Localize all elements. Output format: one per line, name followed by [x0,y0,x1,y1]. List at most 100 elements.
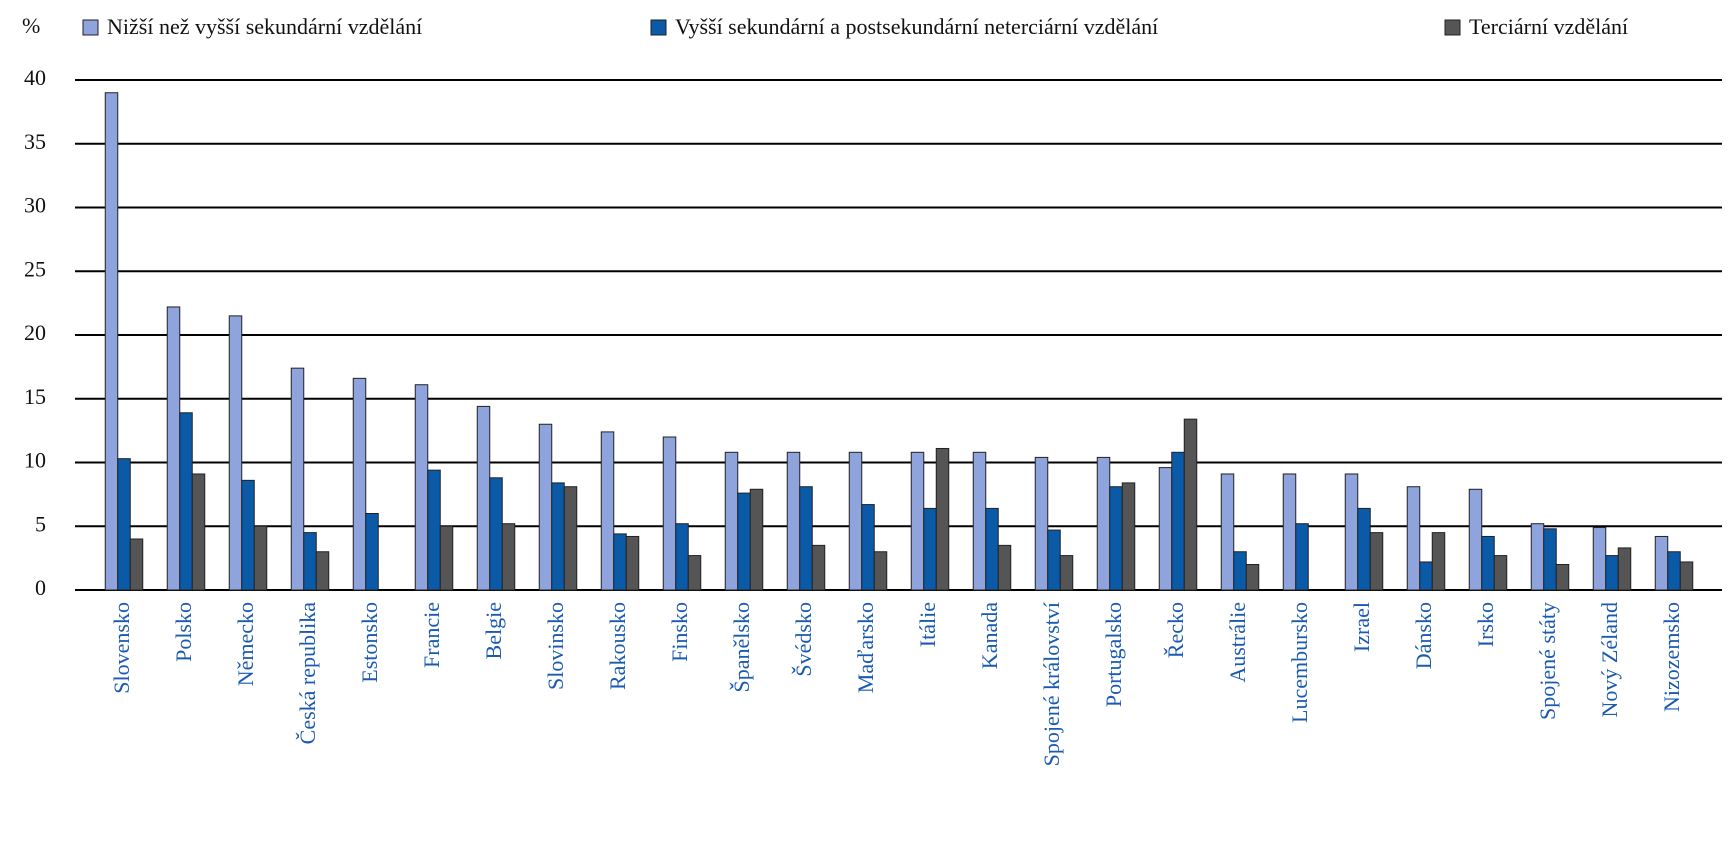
x-tick-label: Irsko [1473,602,1498,647]
x-tick-label: Česká republika [295,602,320,745]
bar [1493,555,1508,591]
bar [1543,528,1557,591]
bar [439,525,454,591]
bar [910,451,925,591]
bar [1171,451,1185,591]
bar [1121,482,1136,591]
bar [1096,456,1111,591]
y-axis-label: % [22,13,40,38]
bar [228,315,243,591]
y-tick-label: 15 [24,384,46,409]
bar [861,504,875,591]
x-tick-label: Finsko [667,602,692,662]
legend-swatch [82,19,99,36]
bar [724,451,739,591]
x-tick-label: Izrael [1349,602,1374,652]
bar [117,458,131,591]
bar [848,451,863,591]
x-tick-label: Portugalsko [1101,602,1126,707]
x-tick-label: Rakousko [605,602,630,690]
bar [625,535,640,591]
bar [365,513,379,591]
x-tick-label: Maďarsko [853,602,878,693]
y-tick-label: 5 [35,511,46,536]
y-tick-label: 10 [24,448,46,473]
bar [489,477,503,591]
bar [253,525,268,591]
bar [1369,532,1384,591]
bar [1654,535,1669,591]
x-tick-label: Řecko [1163,602,1188,658]
bar [427,469,441,591]
bar [414,384,429,591]
x-tick-label: Německo [233,602,258,686]
bar [1344,473,1359,591]
bar [985,507,999,591]
bar [191,473,206,591]
bar [303,532,317,591]
bar [1406,486,1421,591]
legend-label: Nižší než vyšší sekundární vzdělání [107,14,422,39]
x-tick-label: Španělsko [729,602,754,692]
bar [1605,555,1619,591]
bar [315,551,330,591]
bar [501,523,516,591]
bar [1047,529,1061,591]
bar [923,507,937,591]
x-tick-label: Slovensko [109,602,134,694]
bar [563,486,578,591]
x-tick-label: Dánsko [1411,602,1436,669]
bar [997,544,1012,591]
bar [662,436,677,591]
bar [675,523,689,591]
bar [1220,473,1235,591]
bar [179,412,193,591]
y-tick-label: 30 [24,193,46,218]
bar [799,486,813,591]
x-tick-label: Estonsko [357,602,382,683]
bar [972,451,987,591]
bar [786,451,801,591]
bar [935,447,950,591]
y-tick-label: 40 [24,65,46,90]
bar [1245,564,1260,591]
bar [1295,523,1309,591]
y-tick-label: 0 [35,575,46,600]
bar [1282,473,1297,591]
bar [551,482,565,591]
x-tick-label: Slovinsko [543,602,568,690]
bar [737,492,751,591]
bar [1679,561,1694,591]
legend-swatch [1444,19,1461,36]
bar [166,306,181,591]
x-tick-label: Švédsko [791,602,816,677]
x-tick-label: Nizozemsko [1659,602,1684,712]
x-tick-label: Polsko [171,602,196,662]
bar [1555,564,1570,591]
bar [352,377,367,591]
legend-label: Vyšší sekundární a postsekundární neterc… [675,14,1158,39]
bar [1357,507,1371,591]
bar [1481,535,1495,591]
x-tick-label: Spojené státy [1535,602,1560,720]
bar [1183,418,1198,591]
bar [1109,486,1123,591]
bar [1667,551,1681,591]
x-tick-label: Lucembursko [1287,602,1312,723]
y-tick-label: 35 [24,129,46,154]
bar [290,367,305,591]
bar [687,555,702,591]
legend-label: Terciární vzdělání [1469,14,1628,39]
bar [1468,488,1483,591]
bar [1431,532,1446,591]
bar [1530,523,1545,591]
bar [1034,456,1049,591]
bar [600,431,615,591]
bar [1233,551,1247,591]
bar [241,479,255,591]
x-tick-label: Spojené království [1039,602,1064,766]
legend-swatch [650,19,667,36]
bar [1059,555,1074,591]
bar [1158,467,1173,591]
